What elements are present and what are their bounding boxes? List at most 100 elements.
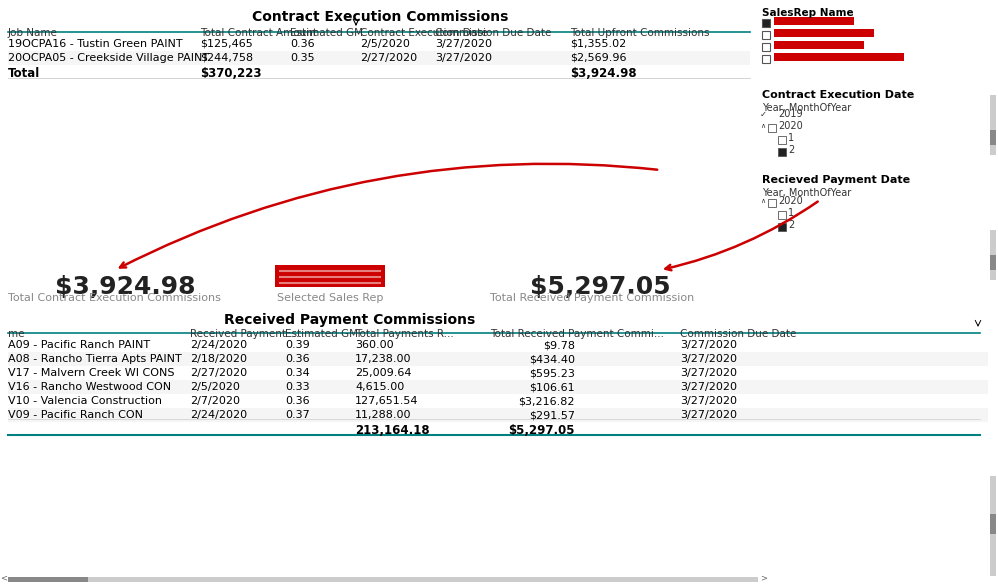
- Text: 3/27/2020: 3/27/2020: [680, 410, 737, 420]
- Text: $434.40: $434.40: [529, 354, 575, 364]
- Text: A09 - Pacific Ranch PAINT: A09 - Pacific Ranch PAINT: [8, 340, 150, 350]
- Text: $3,924.98: $3,924.98: [55, 275, 196, 299]
- Text: 1: 1: [788, 133, 794, 143]
- Text: 3/27/2020: 3/27/2020: [680, 368, 737, 378]
- Text: Commission Due Date: Commission Due Date: [435, 28, 551, 38]
- Text: 3/27/2020: 3/27/2020: [680, 354, 737, 364]
- Bar: [778, 148, 786, 156]
- Text: Total Received Payment Commission: Total Received Payment Commission: [490, 293, 695, 303]
- Bar: [774, 53, 904, 61]
- Text: 2/7/2020: 2/7/2020: [190, 396, 240, 406]
- Text: A08 - Rancho Tierra Apts PAINT: A08 - Rancho Tierra Apts PAINT: [8, 354, 182, 364]
- Bar: [275, 265, 385, 287]
- Bar: [8, 352, 988, 366]
- Text: 20OCPA05 - Creekside Village PAINT: 20OCPA05 - Creekside Village PAINT: [8, 53, 210, 63]
- Text: 3/27/2020: 3/27/2020: [435, 53, 492, 63]
- Text: <: <: [0, 573, 7, 582]
- Text: 3/27/2020: 3/27/2020: [680, 340, 737, 350]
- Text: 0.35: 0.35: [290, 53, 314, 63]
- Text: $5,297.05: $5,297.05: [530, 275, 671, 299]
- Text: $5,297.05: $5,297.05: [509, 424, 575, 437]
- Text: SalesRep Name: SalesRep Name: [762, 8, 853, 18]
- Text: $1,355.02: $1,355.02: [570, 39, 627, 49]
- Text: 2/27/2020: 2/27/2020: [190, 368, 248, 378]
- Bar: [774, 17, 854, 25]
- Bar: [8, 577, 88, 582]
- Text: Total Received Payment Commi...: Total Received Payment Commi...: [490, 329, 664, 339]
- Text: 19OCPA16 - Tustin Green PAINT: 19OCPA16 - Tustin Green PAINT: [8, 39, 183, 49]
- Text: $370,223: $370,223: [200, 67, 261, 80]
- Text: V16 - Rancho Westwood CON: V16 - Rancho Westwood CON: [8, 382, 171, 392]
- Text: V09 - Pacific Ranch CON: V09 - Pacific Ranch CON: [8, 410, 143, 420]
- Text: 2/5/2020: 2/5/2020: [360, 39, 410, 49]
- Text: 4,615.00: 4,615.00: [355, 382, 404, 392]
- Text: Contract Execution Commissions: Contract Execution Commissions: [251, 10, 508, 24]
- Bar: [762, 55, 770, 63]
- Text: Contract Execution Date: Contract Execution Date: [762, 90, 914, 100]
- Text: 2/18/2020: 2/18/2020: [190, 354, 247, 364]
- Bar: [774, 41, 864, 49]
- Text: 0.36: 0.36: [290, 39, 314, 49]
- Bar: [990, 255, 996, 270]
- Text: V10 - Valencia Construction: V10 - Valencia Construction: [8, 396, 162, 406]
- Text: Recieved Payment Date: Recieved Payment Date: [762, 175, 910, 185]
- Text: Total: Total: [8, 67, 40, 80]
- Text: Selected Sales Rep: Selected Sales Rep: [276, 293, 383, 303]
- Bar: [768, 199, 776, 207]
- Text: Year, MonthOfYear: Year, MonthOfYear: [762, 103, 851, 113]
- Text: 0.36: 0.36: [285, 354, 309, 364]
- Text: 213,164.18: 213,164.18: [355, 424, 429, 437]
- Text: Commission Due Date: Commission Due Date: [680, 329, 796, 339]
- Bar: [778, 223, 786, 231]
- Text: 2/5/2020: 2/5/2020: [190, 382, 240, 392]
- Text: 0.33: 0.33: [285, 382, 309, 392]
- Bar: [762, 43, 770, 51]
- Text: Received Payment ...: Received Payment ...: [190, 329, 299, 339]
- Text: ∧: ∧: [760, 198, 765, 204]
- Bar: [8, 408, 988, 422]
- Text: Total Payments R...: Total Payments R...: [355, 329, 454, 339]
- Text: $244,758: $244,758: [200, 53, 253, 63]
- Text: Received Payment Commissions: Received Payment Commissions: [225, 313, 476, 327]
- Bar: [990, 476, 996, 576]
- Bar: [990, 230, 996, 280]
- Text: 2: 2: [788, 145, 794, 155]
- Text: 0.36: 0.36: [285, 396, 309, 406]
- Text: 0.39: 0.39: [285, 340, 309, 350]
- Text: ✓: ✓: [760, 110, 767, 119]
- Text: Job Name: Job Name: [8, 28, 58, 38]
- Bar: [778, 211, 786, 219]
- Text: Estimated GM: Estimated GM: [290, 28, 363, 38]
- Text: 25,009.64: 25,009.64: [355, 368, 411, 378]
- Text: 0.34: 0.34: [285, 368, 309, 378]
- Text: $2,569.96: $2,569.96: [570, 53, 627, 63]
- Text: 3/27/2020: 3/27/2020: [680, 396, 737, 406]
- Text: 2020: 2020: [778, 121, 802, 131]
- Text: Contract Execution Date: Contract Execution Date: [360, 28, 488, 38]
- Text: $3,216.82: $3,216.82: [519, 396, 575, 406]
- Text: >: >: [760, 573, 767, 582]
- Text: $595.23: $595.23: [529, 368, 575, 378]
- Text: $106.61: $106.61: [529, 382, 575, 392]
- Text: me: me: [8, 329, 25, 339]
- Text: $291.57: $291.57: [529, 410, 575, 420]
- Bar: [990, 95, 996, 155]
- Bar: [762, 19, 770, 27]
- Bar: [778, 136, 786, 144]
- Text: Total Contract Execution Commissions: Total Contract Execution Commissions: [8, 293, 221, 303]
- Text: 2019: 2019: [778, 109, 802, 119]
- Bar: [768, 124, 776, 132]
- Text: $3,924.98: $3,924.98: [570, 67, 637, 80]
- Text: 2: 2: [788, 220, 794, 230]
- Bar: [8, 380, 988, 394]
- Text: 360.00: 360.00: [355, 340, 393, 350]
- Bar: [774, 29, 874, 37]
- Bar: [762, 31, 770, 39]
- Bar: [990, 130, 996, 145]
- Text: 2020: 2020: [778, 196, 802, 206]
- Text: 17,238.00: 17,238.00: [355, 354, 411, 364]
- Text: V17 - Malvern Creek WI CONS: V17 - Malvern Creek WI CONS: [8, 368, 175, 378]
- Text: 2/24/2020: 2/24/2020: [190, 410, 248, 420]
- Bar: [8, 577, 758, 582]
- Text: 1: 1: [788, 208, 794, 218]
